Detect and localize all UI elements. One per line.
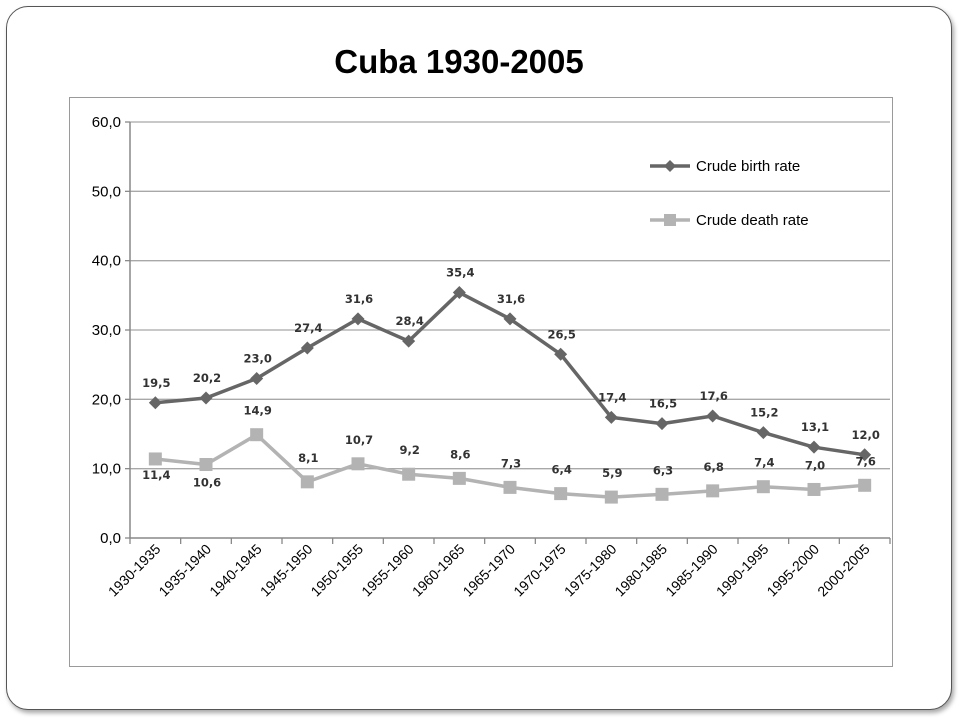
death-rate-point	[402, 467, 416, 481]
x-tick-label: 1945-1950	[257, 541, 316, 600]
birth-rate-point	[199, 391, 213, 405]
x-tick-label: 1935-1940	[155, 541, 214, 600]
data-label: 5,9	[602, 466, 622, 480]
data-label: 15,2	[750, 406, 778, 420]
death-rate-point	[351, 457, 365, 471]
y-tick-label: 50,0	[92, 183, 121, 200]
y-tick-label: 60,0	[92, 114, 121, 131]
data-label: 12,0	[851, 428, 879, 442]
y-tick-label: 10,0	[92, 461, 121, 478]
death-rate-point	[554, 487, 568, 501]
x-tick-label: 1975-1980	[561, 541, 620, 600]
data-label: 8,1	[298, 451, 318, 465]
death-rate-point	[452, 471, 466, 485]
slide-title: Cuba 1930-2005	[334, 43, 584, 80]
data-label: 7,3	[501, 456, 521, 470]
birth-rate-point	[807, 440, 821, 454]
birth-rate-point	[554, 347, 568, 361]
death-rate-point	[503, 480, 517, 494]
chart-frame: 0,0 10,0 20,0 30,0 40,0 50,0 60,0 1930-1935 1935…	[69, 97, 893, 667]
data-label: 16,5	[649, 397, 677, 411]
x-tick-label: 1940-1945	[206, 541, 265, 600]
birth-rate-point	[604, 410, 618, 424]
data-label: 27,4	[294, 321, 322, 335]
data-label: 17,4	[598, 390, 626, 404]
death-rate-point	[807, 482, 821, 496]
data-label: 11,4	[142, 468, 170, 482]
data-label: 35,4	[446, 266, 474, 280]
x-tick-label: 1950-1955	[307, 541, 366, 600]
x-tick-label: 1930-1935	[105, 541, 164, 600]
death-rate-point	[858, 478, 872, 492]
death-rate-point	[756, 480, 770, 494]
data-label: 6,4	[551, 463, 571, 477]
birth-rate-point	[503, 312, 517, 326]
data-label: 7,4	[754, 456, 774, 470]
data-label: 7,6	[855, 454, 875, 468]
data-label: 6,3	[653, 463, 673, 477]
birth-rate-point	[250, 372, 264, 386]
birth-rate-point	[452, 286, 466, 300]
birth-rate-point	[756, 426, 770, 440]
data-label: 7,0	[805, 458, 825, 472]
data-label: 28,4	[395, 314, 423, 328]
birth-rate-point	[300, 341, 314, 355]
legend-marker-birth-rate	[664, 160, 676, 172]
data-label: 6,8	[703, 460, 723, 474]
x-tick-label: 2000-2005	[814, 541, 873, 600]
birth-rate-point	[706, 409, 720, 423]
x-tick-label: 1995-2000	[763, 541, 822, 600]
y-tick-label: 0,0	[100, 530, 121, 547]
death-rate-point	[300, 475, 314, 489]
birth-rate-point	[402, 334, 416, 348]
x-tick-label: 1970-1975	[510, 541, 569, 600]
data-label: 8,6	[450, 447, 470, 461]
data-label: 19,5	[142, 376, 170, 390]
y-tick-label: 20,0	[92, 391, 121, 408]
x-tick-label: 1955-1960	[358, 541, 417, 600]
data-label: 13,1	[801, 420, 829, 434]
death-rate-point	[706, 484, 720, 498]
death-rate-point	[604, 490, 618, 504]
death-rate-point	[250, 428, 264, 442]
birth-rate-point	[148, 396, 162, 410]
slide-frame: Cuba 1930-2005 0,0 10,0 20,0 30,0 40,0 50,0 60…	[6, 6, 952, 710]
death-rate-point	[655, 487, 669, 501]
data-label: 9,2	[399, 443, 419, 457]
legend-label-birth-rate: Crude birth rate	[696, 158, 800, 175]
legend-label-death-rate: Crude death rate	[696, 212, 809, 229]
birth-rate-point	[858, 448, 872, 462]
data-label: 26,5	[547, 327, 575, 341]
data-label: 10,7	[345, 433, 373, 447]
legend-marker-death-rate	[664, 214, 676, 226]
line-chart: 0,0 10,0 20,0 30,0 40,0 50,0 60,0 1930-19351935…	[92, 114, 891, 600]
death-rate-point	[199, 458, 213, 472]
x-tick-label: 1980-1985	[611, 541, 670, 600]
death-rate-point	[148, 452, 162, 466]
x-tick-label: 1985-1990	[662, 541, 721, 600]
data-label: 17,6	[699, 389, 727, 403]
data-label: 10,6	[193, 476, 221, 490]
x-tick-label: 1965-1970	[459, 541, 518, 600]
birth-rate-point	[351, 312, 365, 326]
y-tick-label: 40,0	[92, 253, 121, 270]
y-tick-label: 30,0	[92, 322, 121, 339]
data-label: 31,6	[497, 292, 525, 306]
data-label: 31,6	[345, 292, 373, 306]
x-tick-label: 1960-1965	[409, 541, 468, 600]
data-label: 23,0	[243, 352, 271, 366]
x-tick-label: 1990-1995	[713, 541, 772, 600]
birth-rate-point	[655, 417, 669, 431]
data-label: 20,2	[193, 371, 221, 385]
data-label: 14,9	[243, 404, 271, 418]
